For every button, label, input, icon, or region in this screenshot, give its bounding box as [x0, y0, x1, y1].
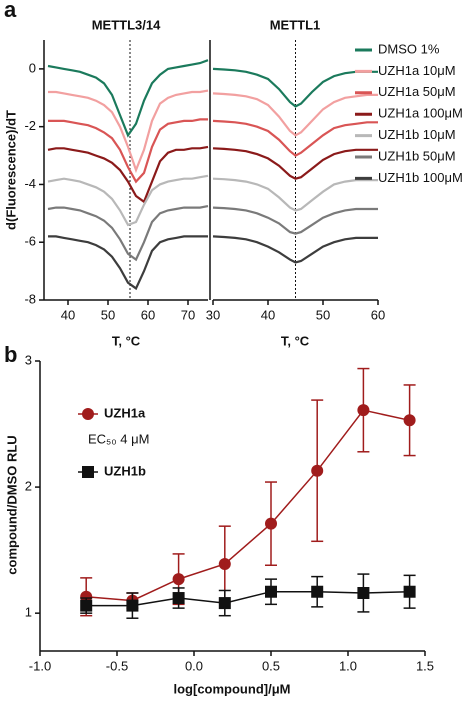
- point: [218, 597, 231, 610]
- curve: [47, 205, 209, 262]
- y-tick-label: -8: [24, 291, 36, 306]
- point: [172, 592, 185, 605]
- fit-line: [86, 590, 410, 607]
- legend-label: UZH1b 50μM: [378, 148, 456, 163]
- y-tick-label: 0: [29, 60, 36, 75]
- point: [311, 464, 324, 477]
- x-axis-label: log[compound]/μM: [174, 681, 291, 696]
- y-axis-label: compound/DMSO RLU: [4, 435, 19, 574]
- legend-label: UZH1b 10μM: [378, 127, 456, 142]
- legend-label: UZH1b: [104, 463, 146, 478]
- point: [311, 585, 324, 598]
- panel-label: b: [4, 342, 17, 367]
- y-tick-label: -4: [24, 176, 36, 191]
- curve: [212, 119, 378, 157]
- y-tick-label: 1: [25, 605, 32, 620]
- curve: [48, 235, 208, 291]
- y-tick-label: 2: [25, 479, 32, 494]
- curve: [48, 118, 208, 184]
- y-axis-label: d(Fluorescence)/dT: [3, 110, 18, 230]
- point: [80, 599, 93, 612]
- point: [357, 587, 370, 599]
- point: [357, 404, 370, 417]
- legend-label: UZH1b 100μM: [378, 170, 463, 185]
- legend-label: UZH1a 10μM: [378, 63, 456, 78]
- annotation: EC₅₀ 4 μM: [88, 431, 149, 446]
- fit-line: [86, 409, 410, 602]
- curve: [212, 177, 378, 212]
- x-axis-label: T, °C: [281, 333, 310, 348]
- x-tick-label: 60: [141, 307, 155, 322]
- curve: [47, 145, 209, 204]
- x-tick-label: -0.5: [106, 658, 128, 673]
- x-tick-label: 70: [181, 307, 195, 322]
- point: [265, 517, 277, 530]
- x-tick-label: 0.0: [185, 658, 203, 673]
- x-tick-label: 40: [61, 307, 75, 322]
- x-tick-label: 0.5: [262, 658, 280, 673]
- x-tick-label: 50: [101, 307, 115, 322]
- x-tick-label: 1.0: [339, 658, 357, 673]
- x-tick-label: 60: [371, 307, 385, 322]
- curve: [212, 67, 378, 108]
- point: [403, 414, 416, 427]
- x-tick-label: -1.0: [29, 658, 51, 673]
- x-axis-label: T, °C: [112, 333, 141, 348]
- legend-label: UZH1a 50μM: [378, 84, 456, 99]
- legend-label: UZH1a: [104, 405, 146, 420]
- curve: [212, 92, 378, 137]
- point: [172, 573, 185, 586]
- legend-label: UZH1a 100μM: [378, 106, 463, 121]
- chart-title: METTL3/14: [92, 17, 161, 32]
- point: [218, 558, 231, 570]
- point: [403, 585, 416, 598]
- y-tick-label: -6: [24, 234, 36, 249]
- point: [265, 585, 277, 598]
- y-tick-label: 3: [25, 352, 32, 367]
- panel-label: a: [4, 0, 17, 22]
- chart-title: METTL1: [270, 17, 321, 32]
- curve: [47, 174, 209, 227]
- curve: [212, 206, 378, 235]
- legend-label: DMSO 1%: [378, 41, 440, 56]
- curve: [48, 89, 209, 174]
- x-tick-label: 40: [261, 307, 275, 322]
- point: [126, 599, 139, 612]
- curve: [212, 147, 378, 180]
- curve: [212, 235, 378, 264]
- y-tick-label: -2: [24, 118, 36, 133]
- x-tick-label: 30: [206, 307, 220, 322]
- x-tick-label: 1.5: [416, 658, 434, 673]
- x-tick-label: 50: [316, 307, 330, 322]
- curve: [47, 59, 209, 138]
